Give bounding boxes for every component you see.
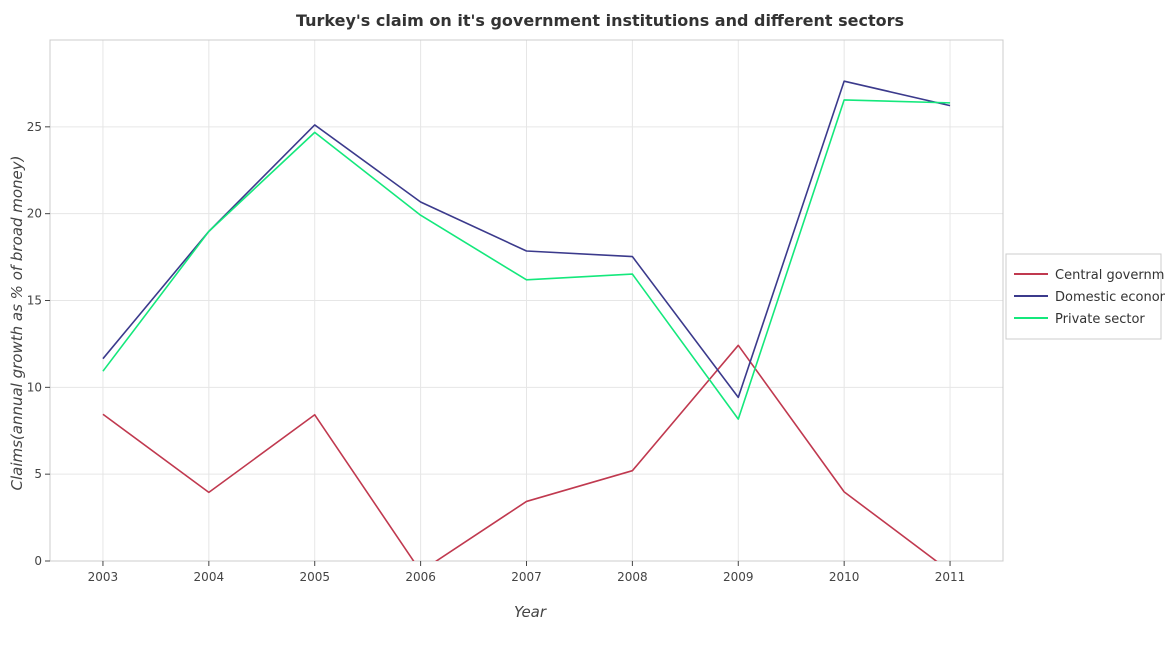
y-tick-label: 5 bbox=[34, 467, 42, 481]
x-tick-label: 2010 bbox=[829, 570, 860, 584]
y-tick-label: 15 bbox=[27, 294, 42, 308]
x-tick-label: 2006 bbox=[405, 570, 436, 584]
legend-label: Private sector bbox=[1055, 312, 1145, 327]
y-axis-label: Claims(annual growth as % of broad money… bbox=[8, 155, 26, 490]
axes: 2003 2004 2005 2006 2007 2008 2009 2010 2011 0 5 10… bbox=[27, 39, 1004, 584]
legend-label: Domestic economy bbox=[1055, 290, 1165, 305]
x-tick-label: 2004 bbox=[194, 570, 225, 584]
y-tick-label: 25 bbox=[27, 120, 42, 134]
grid bbox=[50, 40, 1003, 562]
x-tick-label: 2005 bbox=[299, 570, 330, 584]
y-tick-label: 20 bbox=[27, 207, 42, 221]
series bbox=[102, 80, 951, 561]
y-tick-label: 10 bbox=[27, 380, 42, 394]
series-line-central-government bbox=[102, 344, 938, 561]
chart-title: Turkey's claim on it's government instit… bbox=[296, 11, 904, 30]
series-line-private-sector bbox=[102, 99, 951, 420]
x-tick-label: 2009 bbox=[723, 570, 754, 584]
legend-label: Central government bbox=[1055, 268, 1165, 283]
x-tick-label: 2008 bbox=[617, 570, 648, 584]
legend: Central government Domestic economy Privat… bbox=[1005, 253, 1165, 340]
y-tick-label: 0 bbox=[34, 554, 42, 568]
x-tick-label: 2003 bbox=[88, 570, 119, 584]
x-tick-label: 2007 bbox=[511, 570, 542, 584]
series-line-domestic-economy bbox=[102, 80, 951, 399]
x-axis-label: Year bbox=[514, 603, 547, 621]
x-tick-label: 2011 bbox=[935, 570, 966, 584]
